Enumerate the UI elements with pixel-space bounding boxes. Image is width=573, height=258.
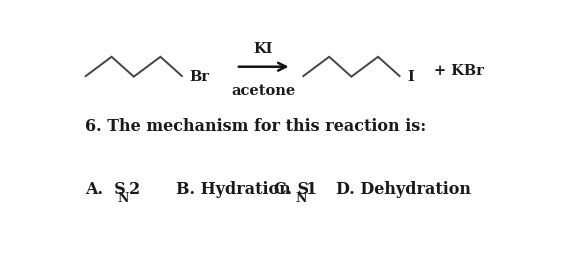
Text: 2: 2 [128, 181, 140, 198]
Text: D. Dehydration: D. Dehydration [336, 181, 471, 198]
Text: + KBr: + KBr [434, 64, 484, 78]
Text: KI: KI [254, 42, 273, 56]
Text: 1: 1 [305, 181, 317, 198]
Text: I: I [407, 70, 414, 84]
Text: A.  S: A. S [85, 181, 125, 198]
Text: C. S: C. S [274, 181, 309, 198]
Text: N: N [118, 192, 129, 205]
Text: 6. The mechanism for this reaction is:: 6. The mechanism for this reaction is: [85, 118, 426, 135]
Text: B. Hydration: B. Hydration [176, 181, 291, 198]
Text: acetone: acetone [231, 84, 296, 98]
Text: N: N [295, 192, 307, 205]
Text: Br: Br [189, 70, 209, 84]
